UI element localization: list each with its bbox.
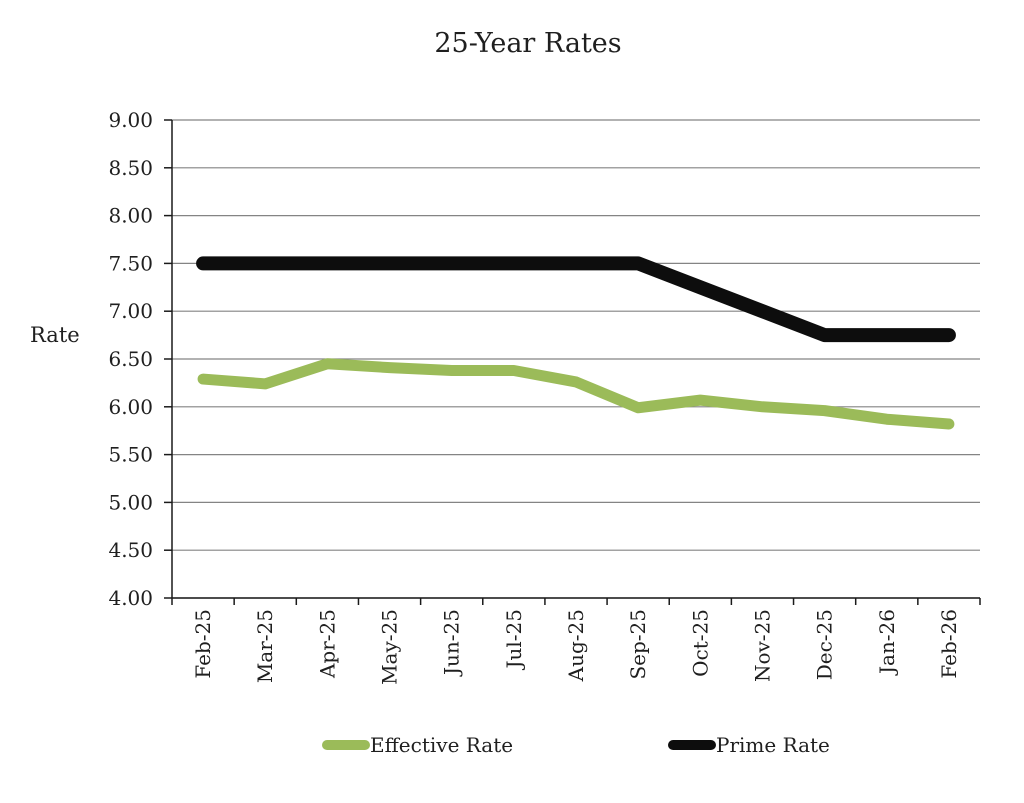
x-tick-label: Jun-25 [440, 609, 464, 677]
x-tick-label: Apr-25 [315, 609, 339, 679]
effective-rate-line-swatch [322, 740, 370, 750]
y-tick-label: 6.50 [108, 347, 153, 371]
x-tick-label: Aug-25 [564, 609, 588, 682]
y-tick-label: 7.00 [108, 299, 153, 323]
legend-label-effective-rate: Effective Rate [370, 733, 514, 757]
y-tick-label: 8.50 [108, 156, 153, 180]
y-tick-label: 5.00 [108, 490, 153, 514]
x-tick-label: Dec-25 [813, 609, 837, 680]
x-tick-label: Mar-25 [253, 609, 277, 683]
x-tick-label: May-25 [378, 609, 402, 685]
legend-item-effective-rate: Effective Rate [322, 732, 513, 758]
x-tick-label: Sep-25 [626, 609, 650, 680]
legend-item-prime-rate: Prime Rate [668, 732, 830, 758]
x-tick-label: Nov-25 [750, 609, 774, 682]
y-tick-label: 7.50 [108, 251, 153, 275]
y-axis-title: Rate [30, 323, 80, 347]
legend-label-prime-rate: Prime Rate [716, 733, 830, 757]
x-tick-label: Jul-25 [502, 609, 526, 671]
effective-rate-line [197, 358, 955, 430]
x-tick-label: Feb-25 [191, 609, 215, 679]
x-tick-label: Feb-26 [937, 609, 961, 679]
y-tick-label: 6.00 [108, 395, 153, 419]
y-tick-label: 9.00 [108, 108, 153, 132]
y-tick-label: 8.00 [108, 204, 153, 228]
y-tick-label: 4.00 [108, 586, 153, 610]
x-tick-label: Jan-26 [875, 609, 899, 676]
y-tick-label: 5.50 [108, 443, 153, 467]
prime-rate-line [196, 256, 956, 343]
prime-rate-line-swatch [668, 740, 716, 750]
x-tick-label: Oct-25 [688, 609, 712, 677]
y-tick-label: 4.50 [108, 538, 153, 562]
chart-title: 25-Year Rates [434, 28, 622, 59]
